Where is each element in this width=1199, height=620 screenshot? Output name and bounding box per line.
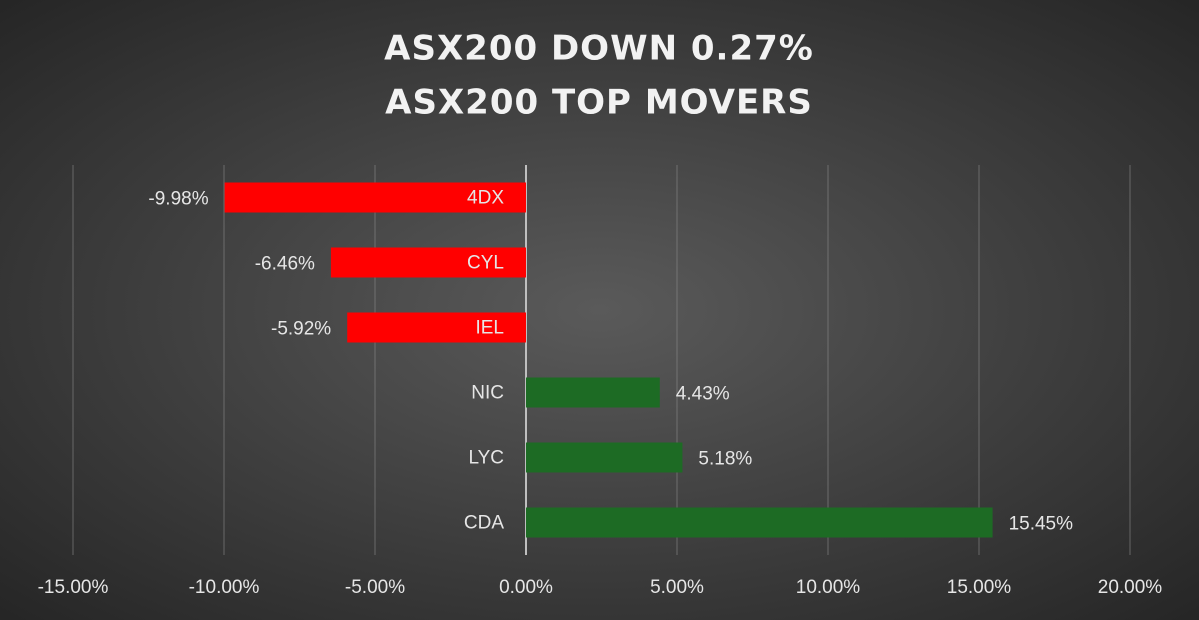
bar (224, 182, 526, 213)
x-tick-label: -15.00% (38, 577, 109, 598)
x-tick-label: 20.00% (1098, 577, 1163, 598)
category-label: CYL (467, 253, 504, 274)
value-label: -9.98% (148, 189, 208, 210)
x-tick-label: 10.00% (796, 577, 861, 598)
x-tick-label: -5.00% (345, 577, 405, 598)
value-label: 4.43% (676, 384, 730, 405)
bar (526, 442, 683, 473)
category-label: CDA (464, 513, 504, 534)
category-label: 4DX (467, 188, 504, 209)
bar (526, 507, 993, 538)
bar (330, 247, 526, 278)
bar (347, 312, 526, 343)
chart-title: ASX200 DOWN 0.27% (384, 29, 814, 69)
x-tick-label: 15.00% (947, 577, 1012, 598)
value-label: -6.46% (255, 254, 315, 275)
bar (526, 377, 660, 408)
chart-subtitle: ASX200 TOP MOVERS (385, 83, 813, 123)
value-label: -5.92% (271, 319, 331, 340)
x-tick-label: 5.00% (650, 577, 704, 598)
category-label: LYC (468, 448, 504, 469)
x-tick-label: -10.00% (189, 577, 260, 598)
x-tick-label: 0.00% (499, 577, 553, 598)
category-label: IEL (475, 318, 504, 339)
value-label: 15.45% (1009, 514, 1074, 535)
value-label: 5.18% (698, 449, 752, 470)
category-label: NIC (471, 383, 504, 404)
